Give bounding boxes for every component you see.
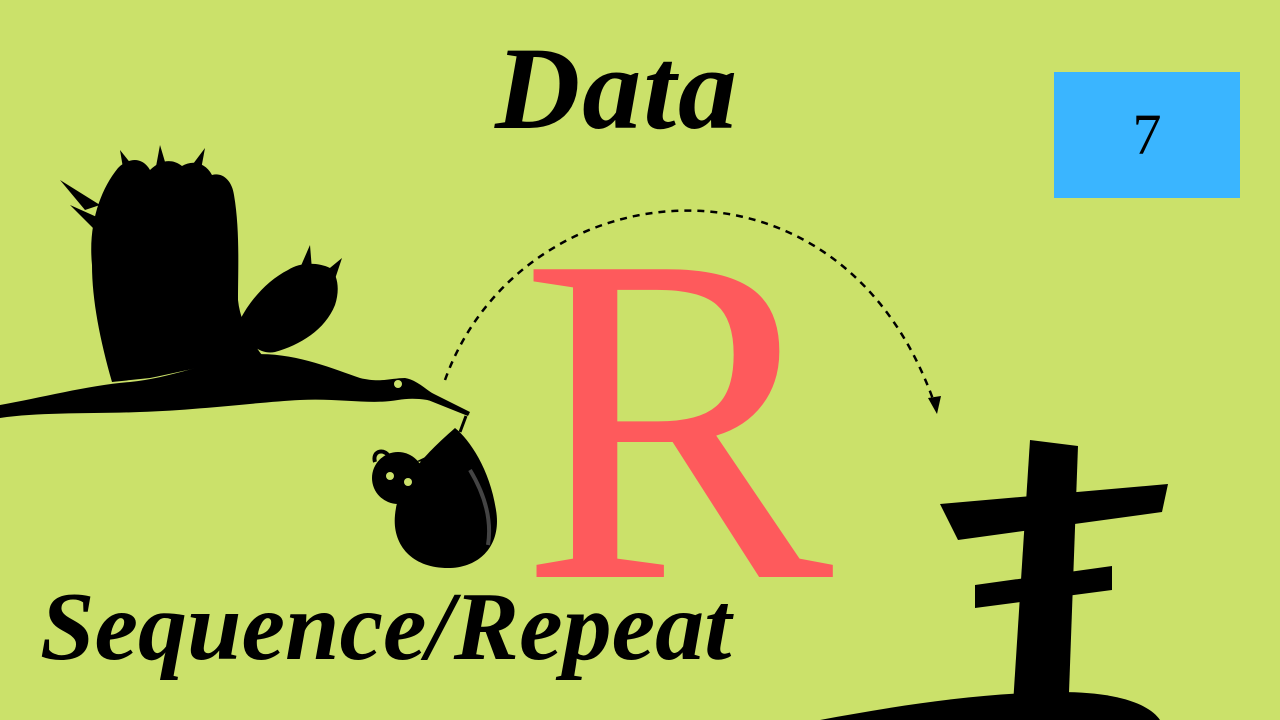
r-logo: R [520,158,836,679]
episode-badge: 7 [1054,72,1240,198]
page-title: Data [495,23,739,154]
page-subtitle: Sequence/Repeat [40,573,732,681]
baby-bundle-icon [372,415,497,568]
stork-icon [0,145,470,418]
dashed-arrow [443,209,941,414]
episode-number: 7 [1132,102,1162,167]
grave-cross-icon [820,440,1168,720]
